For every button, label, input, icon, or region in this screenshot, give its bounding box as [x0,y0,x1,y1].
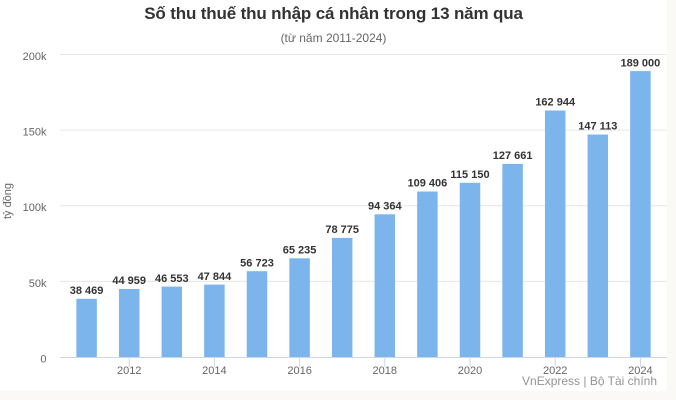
svg-text:189 000: 189 000 [621,57,661,69]
svg-text:150k: 150k [23,127,47,139]
svg-text:115 150: 115 150 [450,169,489,181]
svg-text:2014: 2014 [202,365,226,377]
svg-text:50k: 50k [29,278,47,290]
svg-text:0: 0 [40,354,46,366]
svg-text:2012: 2012 [117,365,141,377]
svg-text:2018: 2018 [373,365,397,377]
svg-text:38 469: 38 469 [70,285,104,297]
svg-text:94 364: 94 364 [368,201,403,213]
svg-text:47 844: 47 844 [198,271,233,283]
svg-text:46 553: 46 553 [155,273,189,285]
svg-text:200k: 200k [23,51,47,63]
svg-text:2022: 2022 [543,365,567,377]
svg-text:65 235: 65 235 [283,245,317,257]
svg-text:tỷ đồng: tỷ đồng [2,183,14,219]
svg-text:100k: 100k [23,202,47,214]
svg-text:2024: 2024 [628,365,652,377]
svg-text:147 113: 147 113 [578,121,617,133]
svg-text:Số thu thuế thu nhập cá nhân t: Số thu thuế thu nhập cá nhân trong 13 nă… [144,4,523,23]
svg-text:127 661: 127 661 [493,150,533,162]
svg-text:2020: 2020 [458,365,482,377]
svg-text:56 723: 56 723 [240,257,274,269]
svg-text:VnExpress | Bộ Tài chính: VnExpress | Bộ Tài chính [522,374,657,388]
svg-text:162 944: 162 944 [535,97,576,109]
svg-text:78 775: 78 775 [325,224,359,236]
svg-text:109 406: 109 406 [408,178,448,190]
svg-text:44 959: 44 959 [112,275,146,287]
svg-text:(từ năm 2011-2024): (từ năm 2011-2024) [281,31,387,45]
svg-text:2016: 2016 [287,365,311,377]
